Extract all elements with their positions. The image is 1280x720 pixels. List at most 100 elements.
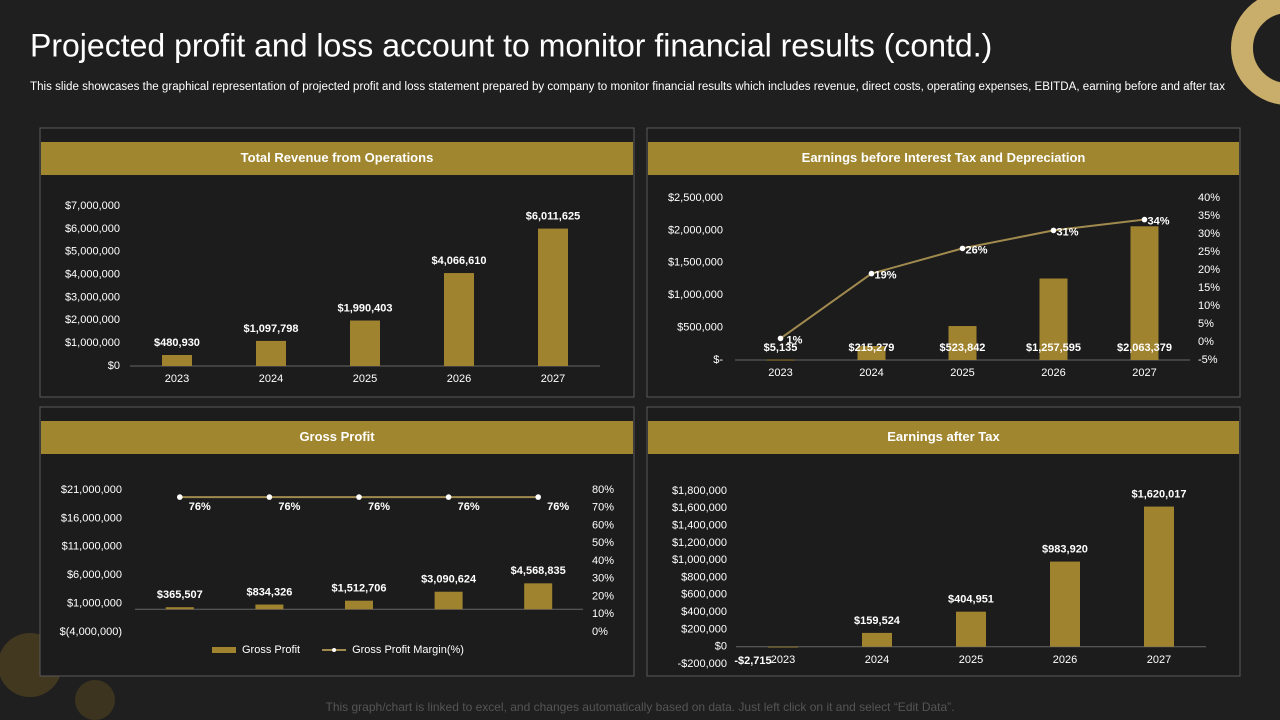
y-tick-label: $3,000,000 [65,291,120,303]
panel-header [41,142,633,175]
y-tick-label: $- [713,354,723,366]
page-subtitle: This slide showcases the graphical repre… [30,81,1225,93]
chart-title: Earnings before Interest Tax and Depreci… [802,150,1086,165]
y2-tick-label: 10% [1198,300,1220,312]
data-label: $4,066,610 [431,255,486,267]
bar [524,583,553,610]
data-label: $1,097,798 [243,323,298,335]
y-tick-label: $200,000 [681,623,727,635]
y2-tick-label: 60% [592,519,614,531]
y-tick-label: $2,000,000 [668,224,723,236]
line-point [177,494,183,500]
data-label: 26% [965,244,987,256]
data-label: $1,990,403 [337,302,392,314]
decor-ring [1231,0,1280,105]
bar [444,273,474,366]
data-label: $159,524 [854,615,901,627]
page-title: Projected profit and loss account to mon… [30,27,992,63]
line-point [266,494,273,500]
y-tick-label: $16,000,000 [61,512,122,524]
y2-tick-label: 25% [1198,246,1220,258]
bar [862,632,892,647]
data-label: $1,257,595 [1026,342,1081,354]
data-label: 1% [787,334,803,346]
y-tick-label: $2,500,000 [668,192,723,204]
data-label: 76% [278,501,300,513]
y2-tick-label: 15% [1198,282,1220,294]
bar [1050,561,1080,647]
x-tick-label: 2024 [865,654,889,666]
y-tick-label: $6,000,000 [67,569,122,581]
bar [1130,226,1159,360]
y-tick-label: $0 [715,641,727,653]
chart-title: Earnings after Tax [887,429,1000,444]
data-label: 76% [189,501,211,513]
y2-tick-label: 50% [592,537,614,549]
y-tick-label: $1,000,000 [67,598,122,610]
y-tick-label: $21,000,000 [61,484,122,496]
y2-tick-label: 30% [592,573,614,585]
data-label: -$2,715 [734,655,771,667]
x-tick-label: 2026 [1041,367,1065,379]
y-tick-label: $1,200,000 [672,537,727,549]
bar [538,228,568,366]
y-tick-label: $6,000,000 [65,223,120,235]
y2-tick-label: 20% [592,590,614,602]
line-point [777,335,784,342]
y-tick-label: $1,000,000 [668,289,723,301]
legend-label: Gross Profit [242,644,300,656]
data-label: $480,930 [154,337,200,349]
data-label: 76% [368,501,390,513]
bar [162,355,192,366]
line-point [1050,227,1057,234]
bar [768,646,798,648]
line-point [445,494,452,500]
data-label: $1,512,706 [331,583,386,595]
y2-tick-label: 10% [592,608,614,620]
line-point [356,494,362,500]
data-label: 76% [458,501,480,513]
bar [1039,278,1068,360]
bar [256,340,286,366]
data-label: $404,951 [948,594,994,606]
x-tick-label: 2027 [541,373,565,385]
data-label: $6,011,625 [526,210,580,222]
y2-tick-label: 0% [592,626,608,638]
bar [165,607,194,610]
data-label: 34% [1147,216,1169,228]
x-tick-label: 2027 [1147,654,1171,666]
bar [345,600,373,610]
panel-header [648,142,1239,175]
y-tick-label: $1,500,000 [668,257,723,269]
y-tick-label: $5,000,000 [65,246,120,258]
x-tick-label: 2025 [950,367,974,379]
footer-note: This graph/chart is linked to excel, and… [326,700,955,714]
x-tick-label: 2025 [353,373,377,385]
y-tick-label: $7,000,000 [65,200,120,212]
line-point [535,494,541,500]
data-label: $365,507 [157,589,203,601]
y2-tick-label: 0% [1198,336,1214,348]
line-point [868,270,875,277]
data-label: 31% [1056,226,1078,238]
y-tick-label: $0 [108,360,120,372]
y-tick-label: $400,000 [681,606,727,618]
y-tick-label: $1,000,000 [65,337,120,349]
bar [857,346,886,360]
y-tick-label: $600,000 [681,589,727,601]
bar [434,591,463,610]
bar [948,326,977,360]
x-tick-label: 2026 [447,373,471,385]
bar [956,611,986,647]
y-tick-label: $1,800,000 [672,485,727,497]
y2-tick-label: 30% [1198,228,1220,240]
y2-tick-label: -5% [1198,354,1218,366]
y-tick-label: -$200,000 [677,658,727,670]
x-tick-label: 2024 [859,367,883,379]
data-label: $215,279 [849,342,895,354]
data-label: $1,620,017 [1131,488,1186,500]
decor-circle [75,680,115,720]
chart-title: Gross Profit [299,429,375,444]
x-tick-label: 2024 [259,373,283,385]
y2-tick-label: 70% [592,502,614,514]
